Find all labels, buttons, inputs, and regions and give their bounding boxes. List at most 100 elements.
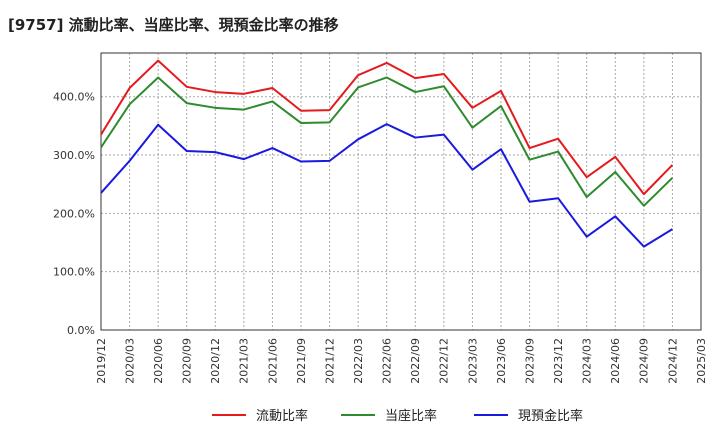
- data-point: [157, 76, 160, 79]
- data-point: [557, 197, 560, 200]
- data-point: [642, 204, 645, 207]
- data-point: [557, 150, 560, 153]
- data-point: [500, 105, 503, 108]
- data-point: [357, 138, 360, 141]
- x-tick-label: 2024/12: [666, 338, 679, 384]
- data-point: [328, 109, 331, 112]
- data-point: [271, 147, 274, 150]
- data-point: [385, 76, 388, 79]
- x-tick-label: 2022/03: [352, 338, 365, 384]
- data-point: [585, 235, 588, 238]
- data-point: [300, 121, 303, 124]
- data-point: [185, 85, 188, 88]
- data-point: [300, 109, 303, 112]
- x-tick-label: 2022/12: [438, 338, 451, 384]
- chart-title: [9757] 流動比率、当座比率、現預金比率の推移: [8, 16, 339, 34]
- x-tick-label: 2023/03: [466, 338, 479, 384]
- data-point: [614, 155, 617, 158]
- data-point: [585, 196, 588, 199]
- x-tick-label: 2020/09: [181, 338, 194, 384]
- legend-label: 当座比率: [385, 408, 437, 424]
- x-tick-label: 2024/06: [609, 338, 622, 384]
- data-point: [357, 74, 360, 77]
- x-tick-label: 2022/09: [409, 338, 422, 384]
- y-tick-label: 300.0%: [53, 149, 95, 162]
- data-point: [671, 228, 674, 231]
- x-tick-label: 2024/03: [581, 338, 594, 384]
- x-tick-label: 2020/06: [152, 338, 165, 384]
- data-point: [271, 86, 274, 89]
- x-tick-label: 2021/12: [323, 338, 336, 384]
- data-point: [357, 86, 360, 89]
- data-point: [614, 170, 617, 173]
- data-point: [471, 106, 474, 109]
- data-point: [157, 123, 160, 126]
- x-tick-label: 2021/03: [238, 338, 251, 384]
- legend-label: 現預金比率: [518, 408, 583, 424]
- x-tick-label: 2021/09: [295, 338, 308, 384]
- x-tick-label: 2023/12: [552, 338, 565, 384]
- data-point: [385, 61, 388, 64]
- data-point: [100, 191, 103, 194]
- series-line-現預金比率: [100, 123, 673, 248]
- data-point: [242, 158, 245, 161]
- data-point: [128, 103, 131, 106]
- data-point: [642, 245, 645, 248]
- data-point: [528, 200, 531, 203]
- data-point: [500, 148, 503, 151]
- data-point: [300, 160, 303, 163]
- data-point: [100, 146, 103, 149]
- data-point: [214, 91, 217, 94]
- data-point: [242, 108, 245, 111]
- data-point: [128, 86, 131, 89]
- x-tick-label: 2025/03: [695, 338, 708, 384]
- x-tick-label: 2024/09: [638, 338, 651, 384]
- data-point: [185, 102, 188, 105]
- data-point: [414, 91, 417, 94]
- y-tick-label: 0.0%: [67, 324, 95, 337]
- x-tick-label: 2021/06: [266, 338, 279, 384]
- x-tick-label: 2019/12: [95, 338, 108, 384]
- data-point: [100, 133, 103, 136]
- data-point: [328, 121, 331, 124]
- data-point: [214, 106, 217, 109]
- data-point: [642, 193, 645, 196]
- y-tick-label: 200.0%: [53, 207, 95, 220]
- data-point: [585, 176, 588, 179]
- x-tick-label: 2020/03: [123, 338, 136, 384]
- data-point: [471, 168, 474, 171]
- data-point: [528, 147, 531, 150]
- data-point: [442, 72, 445, 75]
- data-point: [157, 59, 160, 62]
- data-point: [185, 149, 188, 152]
- data-point: [671, 163, 674, 166]
- data-point: [328, 159, 331, 162]
- data-point: [242, 92, 245, 95]
- data-point: [528, 158, 531, 161]
- data-point: [385, 123, 388, 126]
- plot-frame: [100, 52, 702, 331]
- data-point: [500, 89, 503, 92]
- data-point: [557, 137, 560, 140]
- series-line-流動比率: [100, 59, 674, 196]
- x-tick-label: 2023/06: [495, 338, 508, 384]
- legend-label: 流動比率: [256, 408, 308, 424]
- data-point: [271, 100, 274, 103]
- data-point: [671, 176, 674, 179]
- x-tick-label: 2023/09: [523, 338, 536, 384]
- y-tick-label: 400.0%: [53, 91, 95, 104]
- x-tick-label: 2022/06: [381, 338, 394, 384]
- data-point: [128, 159, 131, 162]
- data-point: [471, 126, 474, 129]
- data-point: [442, 85, 445, 88]
- data-point: [442, 133, 445, 136]
- data-point: [614, 215, 617, 218]
- y-tick-label: 100.0%: [53, 266, 95, 279]
- series-line-当座比率: [100, 76, 674, 207]
- x-tick-label: 2020/12: [209, 338, 222, 384]
- data-point: [414, 77, 417, 80]
- data-point: [414, 136, 417, 139]
- data-point: [214, 151, 217, 154]
